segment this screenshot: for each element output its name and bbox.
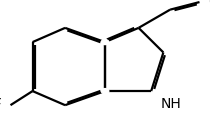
Circle shape: [101, 40, 109, 45]
Text: F: F: [0, 98, 1, 113]
Text: O: O: [208, 0, 210, 10]
Circle shape: [101, 89, 109, 94]
Text: NH: NH: [161, 97, 181, 111]
